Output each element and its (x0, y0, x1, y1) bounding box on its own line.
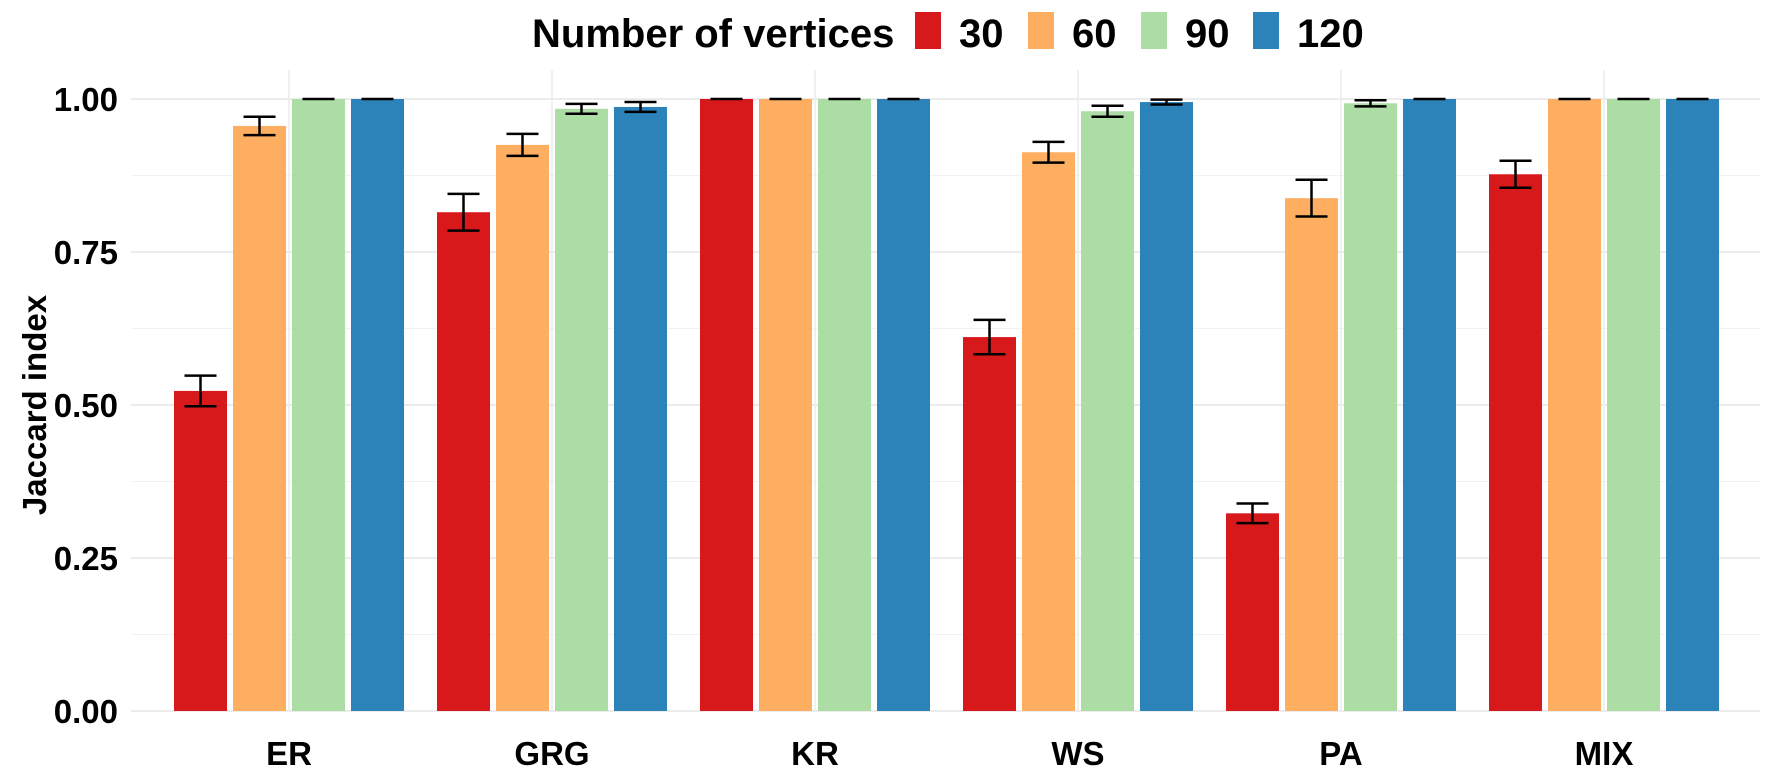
bar-group-grg (437, 100, 667, 712)
bar-group-kr (700, 97, 930, 711)
legend-swatch (915, 12, 941, 49)
bar-kr-60 (759, 99, 812, 711)
bar-er-120 (351, 99, 404, 711)
bar-mix-120 (1666, 99, 1719, 711)
error-bar (565, 102, 598, 115)
legend-item-90: 90 (1141, 12, 1230, 56)
legend-title: Number of vertices (532, 12, 894, 56)
x-tick-label-ws: WS (1051, 735, 1104, 772)
error-bar (1295, 178, 1328, 218)
bar-ws-120 (1140, 102, 1193, 711)
bar-ws-30 (963, 337, 1016, 711)
bar-pa-60 (1285, 198, 1338, 712)
x-tick-label-grg: GRG (514, 735, 589, 772)
y-tick-label: 0.75 (54, 234, 118, 271)
bar-er-90 (292, 99, 345, 711)
bar-grg-60 (496, 144, 549, 711)
legend: Number of vertices 30 60 90 120 (532, 12, 1364, 56)
bar-mix-90 (1607, 99, 1660, 711)
x-tick-label-er: ER (266, 735, 312, 772)
bar-mix-30 (1489, 174, 1542, 711)
bar-ws-90 (1081, 111, 1134, 712)
error-bar (1354, 98, 1387, 108)
legend-label: 60 (1072, 12, 1117, 56)
error-bar (243, 115, 276, 137)
legend-item-120: 120 (1253, 12, 1364, 56)
y-tick-label: 0.25 (54, 540, 118, 577)
y-tick-label: 0.00 (54, 693, 118, 730)
bar-group-er (174, 97, 404, 712)
error-bar (1032, 140, 1065, 164)
bar-er-60 (233, 125, 286, 712)
error-bar (184, 374, 217, 408)
error-bar (1150, 98, 1183, 106)
bar-pa-90 (1344, 103, 1397, 711)
bar-kr-90 (818, 99, 871, 711)
bar-group-mix (1489, 97, 1719, 711)
x-tick-label-pa: PA (1319, 735, 1362, 772)
x-axis-ticks: ER GRG KR WS PA MIX (266, 735, 1633, 772)
error-bar (1236, 502, 1269, 525)
error-bar (506, 132, 539, 158)
bar-mix-60 (1548, 99, 1601, 711)
legend-swatch (1253, 12, 1279, 49)
bar-kr-120 (877, 99, 930, 711)
error-bar (1091, 104, 1124, 118)
bar-grg-90 (555, 108, 608, 712)
legend-swatch (1028, 12, 1054, 49)
legend-swatch (1141, 12, 1167, 49)
bar-ws-60 (1022, 152, 1075, 711)
bar-er-30 (174, 390, 227, 711)
bar-group-pa (1226, 97, 1456, 712)
x-tick-label-kr: KR (791, 735, 839, 772)
y-axis-ticks: 0.00 0.25 0.50 0.75 1.00 (54, 81, 118, 730)
y-axis-title: Jaccard index (16, 294, 53, 515)
legend-label: 120 (1297, 12, 1364, 56)
bar-pa-120 (1403, 99, 1456, 711)
legend-label: 30 (959, 12, 1004, 56)
error-bar (973, 318, 1006, 356)
x-tick-label-mix: MIX (1575, 735, 1634, 772)
error-bar (624, 100, 657, 114)
y-tick-label: 1.00 (54, 81, 118, 118)
legend-item-60: 60 (1028, 12, 1117, 56)
error-bar (447, 192, 480, 232)
legend-item-30: 30 (915, 12, 1004, 56)
error-bar (1499, 159, 1532, 189)
legend-label: 90 (1185, 12, 1230, 56)
y-tick-label: 0.50 (54, 387, 118, 424)
bars (174, 97, 1719, 712)
bar-kr-30 (700, 99, 753, 711)
bar-grg-30 (437, 212, 490, 711)
bar-group-ws (963, 98, 1193, 712)
bar-pa-30 (1226, 513, 1279, 711)
bar-grg-120 (614, 106, 667, 712)
